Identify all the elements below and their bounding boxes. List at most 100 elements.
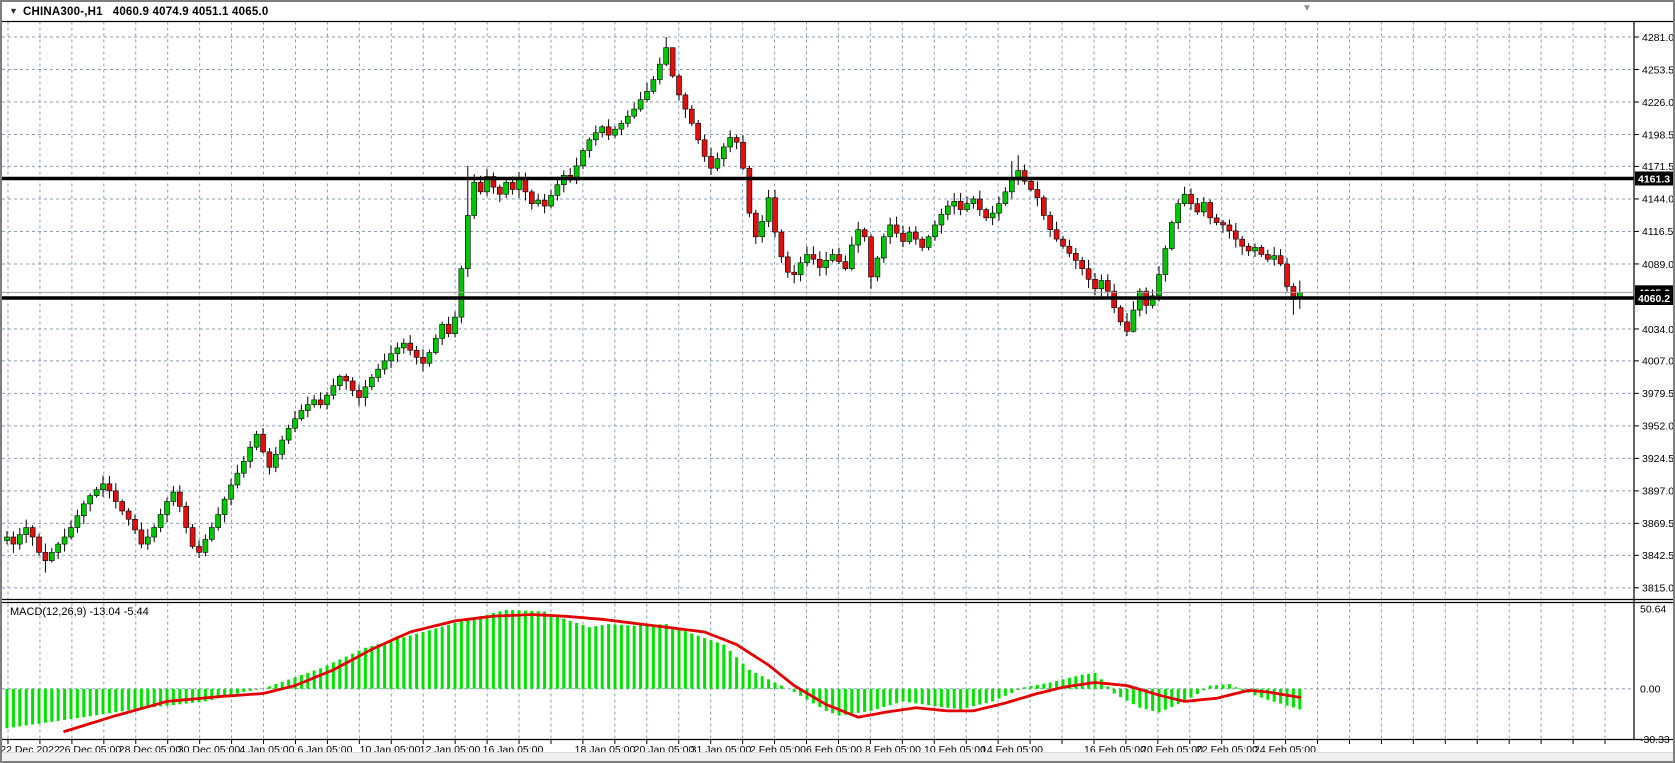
macd-histogram-bar	[229, 688, 233, 696]
macd-histogram-bar	[415, 633, 419, 689]
macd-histogram-bar	[543, 611, 547, 689]
macd-histogram-bar	[159, 688, 163, 707]
macd-histogram-bar	[965, 688, 969, 708]
macd-histogram-bar	[1227, 684, 1231, 689]
macd-histogram-bar	[1157, 688, 1161, 713]
macd-histogram-bar	[95, 688, 99, 716]
candle-body	[1149, 295, 1156, 306]
macd-histogram-bar	[523, 610, 527, 689]
macd-histogram-bar	[971, 688, 975, 707]
candle-body	[893, 224, 900, 234]
level-price-tag-bg	[1635, 290, 1673, 305]
candle-body	[656, 63, 663, 80]
macd-histogram-bar	[24, 688, 28, 726]
macd-histogram-bar	[1298, 688, 1302, 710]
candle-body	[439, 323, 446, 339]
candle-body	[528, 191, 535, 204]
candle-body	[29, 527, 36, 538]
candle-body	[868, 236, 874, 278]
window-bottom-strip	[2, 752, 1673, 761]
macd-histogram-bar	[696, 635, 700, 689]
candle-body	[279, 439, 286, 455]
candle-body	[644, 91, 650, 100]
price-axis-label: 4007.0	[1642, 356, 1674, 368]
macd-histogram-bar	[1035, 684, 1039, 689]
macd-histogram-bar	[1061, 679, 1065, 689]
macd-histogram-bar	[927, 688, 931, 706]
candle-body	[823, 260, 830, 268]
price-axis-label: 3815.0	[1642, 583, 1674, 595]
candle-body	[836, 254, 842, 262]
candle-body	[669, 47, 676, 77]
candle-body	[400, 342, 407, 349]
macd-histogram-bar	[1291, 688, 1295, 708]
macd-signal-line	[63, 613, 1302, 733]
candle-body	[944, 205, 951, 215]
candle-body	[612, 128, 618, 136]
price-axis-label: 4089.0	[1642, 259, 1674, 271]
candle-body	[10, 536, 17, 545]
candle-body	[292, 418, 298, 429]
candle-body	[93, 489, 100, 496]
macd-histogram-bar	[613, 624, 617, 689]
candle-body	[983, 209, 990, 219]
candle-body	[151, 527, 157, 538]
candle-body	[996, 203, 1002, 214]
macd-histogram-bar	[683, 631, 687, 689]
candle-body	[714, 158, 721, 169]
macd-histogram-bar	[453, 622, 457, 689]
macd-histogram-bar	[18, 688, 22, 727]
chart-dropdown-icon[interactable]: ▼	[9, 6, 18, 16]
candle-body	[586, 139, 593, 151]
macd-histogram-bar	[747, 669, 751, 689]
macd-histogram-bar	[69, 688, 73, 720]
candle-body	[388, 353, 394, 362]
macd-histogram-bar	[210, 688, 214, 700]
macd-histogram-bar	[440, 626, 444, 689]
macd-histogram-bar	[363, 647, 367, 689]
price-axis-label: 4226.0	[1642, 97, 1674, 109]
macd-histogram-bar	[581, 625, 585, 689]
candle-body	[432, 338, 439, 353]
macd-histogram-bar	[242, 688, 246, 692]
macd-histogram-bar	[920, 688, 924, 705]
candle-body	[695, 122, 702, 141]
macd-histogram-bar	[1016, 688, 1020, 691]
macd-histogram-bar	[280, 681, 284, 689]
candle-body	[874, 257, 881, 278]
candle-body	[496, 186, 503, 195]
macd-histogram-bar	[274, 684, 278, 689]
candle-body	[1233, 230, 1239, 240]
candle-body	[336, 375, 343, 386]
macd-histogram-bar	[165, 688, 169, 706]
macd-histogram-bar	[1215, 685, 1219, 689]
candle-body	[1079, 260, 1085, 269]
candle-body	[746, 167, 753, 214]
macd-histogram-bar	[1221, 684, 1225, 689]
macd-histogram-bar	[1138, 688, 1142, 708]
candle-body	[976, 198, 983, 210]
candle-body	[164, 501, 170, 515]
candle-body	[113, 490, 119, 502]
candle-body	[631, 108, 638, 117]
macd-histogram-bar	[939, 688, 943, 707]
candle-body	[458, 268, 465, 318]
candle-body	[170, 491, 177, 502]
macd-histogram-bar	[1087, 673, 1091, 689]
level-price-tag-bg	[1635, 171, 1673, 186]
candle-body	[701, 139, 708, 157]
price-axis-label: 3869.5	[1642, 518, 1674, 530]
macd-histogram-bar	[491, 613, 495, 689]
macd-histogram-bar	[37, 688, 41, 724]
macd-histogram-bar	[107, 688, 111, 714]
candle-body	[221, 498, 228, 515]
macd-histogram-bar	[824, 688, 828, 711]
candle-body	[452, 316, 458, 334]
candle-body	[157, 514, 164, 528]
macd-histogram-bar	[818, 688, 822, 708]
macd-histogram-bar	[767, 679, 771, 689]
candle-body	[1175, 203, 1181, 223]
macd-histogram-bar	[799, 688, 803, 696]
candle-body	[317, 399, 324, 405]
